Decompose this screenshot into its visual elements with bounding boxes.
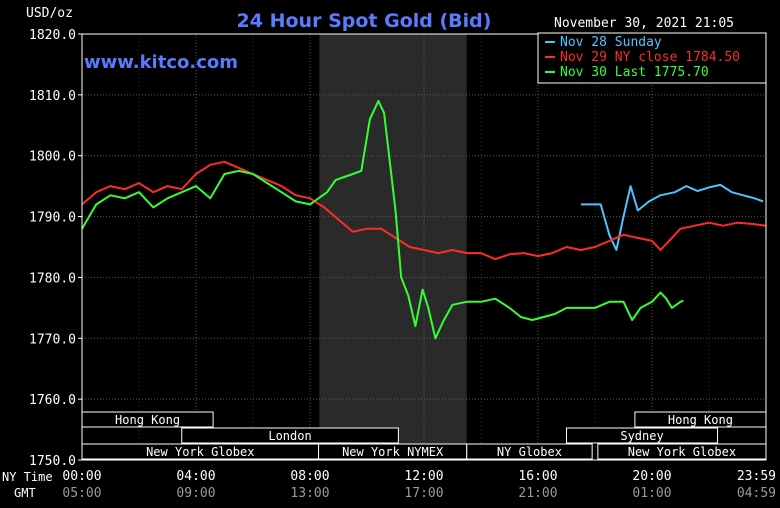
session-box-3 bbox=[566, 427, 719, 444]
y-tick-label-5: 1770.0 bbox=[29, 332, 76, 347]
session-box-2 bbox=[181, 427, 399, 444]
y-tick-label-0: 1820.0 bbox=[29, 28, 76, 43]
x-tick-ny-3: 12:00 bbox=[404, 469, 443, 484]
session-label-1: Hong Kong bbox=[668, 413, 733, 427]
series-group bbox=[81, 99, 766, 340]
x-tick-ny-0: 00:00 bbox=[62, 469, 101, 484]
y-tick-label-3: 1790.0 bbox=[29, 211, 76, 226]
session-5: New York NYMEX bbox=[318, 443, 468, 460]
session-label-3: Sydney bbox=[620, 429, 663, 443]
y-tick-label-4: 1780.0 bbox=[29, 271, 76, 286]
x-tick-ny-4: 16:00 bbox=[518, 469, 557, 484]
session-label-6: NY Globex bbox=[497, 445, 562, 459]
y-tick-label-2: 1800.0 bbox=[29, 150, 76, 165]
legend-entry-0: Nov 28 Sunday bbox=[560, 35, 662, 50]
x-tick-gmt-0: 05:00 bbox=[62, 486, 101, 501]
series-line-1 bbox=[81, 160, 766, 261]
legend-box bbox=[537, 32, 767, 84]
x-tick-gmt-3: 17:00 bbox=[404, 486, 443, 501]
gmt-label: GMT bbox=[14, 486, 36, 500]
watermark: www.kitco.com bbox=[84, 52, 238, 73]
session-bars: Hong Kong Hong Kong London Sydney New York G… bbox=[81, 411, 767, 460]
x-tick-gmt-2: 13:00 bbox=[290, 486, 329, 501]
x-tick-ny-1: 04:00 bbox=[176, 469, 215, 484]
x-tick-gmt-6: 04:59 bbox=[737, 486, 776, 501]
axes: 1820.0 1810.0 1800.0 1790.0 1780.0 1770.0 1760… bbox=[29, 28, 776, 501]
session-label-0: Hong Kong bbox=[115, 413, 180, 427]
series-line-2 bbox=[81, 99, 684, 340]
session-2: London bbox=[181, 427, 399, 444]
x-tick-gmt-5: 01:00 bbox=[632, 486, 671, 501]
x-tick-gmt-1: 09:00 bbox=[176, 486, 215, 501]
session-box-6 bbox=[466, 443, 593, 460]
legend-entry-2: Nov 30 Last 1775.70 bbox=[560, 65, 709, 80]
session-4: New York Globex bbox=[81, 443, 320, 460]
timestamp: November 30, 2021 21:05 bbox=[554, 16, 734, 31]
nymex-hours-band bbox=[319, 34, 467, 460]
session-0: Hong Kong bbox=[81, 411, 214, 428]
x-tick-ny-5: 20:00 bbox=[632, 469, 671, 484]
ny-time-label: NY Time bbox=[2, 470, 53, 484]
session-label-4: New York Globex bbox=[146, 445, 254, 459]
session-label-2: London bbox=[268, 429, 311, 443]
x-tick-ny-2: 08:00 bbox=[290, 469, 329, 484]
x-tick-ny-6: 23:59 bbox=[737, 469, 776, 484]
session-3: Sydney bbox=[566, 427, 719, 444]
session-label-5: New York NYMEX bbox=[342, 445, 444, 459]
series-line-0 bbox=[580, 183, 764, 251]
y-tick-label-7: 1750.0 bbox=[29, 454, 76, 469]
nymex-band-rect bbox=[319, 34, 467, 460]
y-tick-label-6: 1760.0 bbox=[29, 393, 76, 408]
session-6: NY Globex bbox=[466, 443, 593, 460]
legend-entry-1: Nov 29 NY close 1784.50 bbox=[560, 50, 740, 65]
y-axis-unit: USD/oz bbox=[26, 6, 73, 21]
x-tick-gmt-4: 21:00 bbox=[518, 486, 557, 501]
session-7: New York Globex bbox=[597, 443, 767, 460]
plot-frame bbox=[81, 33, 767, 461]
chart-title: 24 Hour Spot Gold (Bid) bbox=[237, 10, 492, 32]
y-tick-label-1: 1810.0 bbox=[29, 89, 76, 104]
session-label-7: New York Globex bbox=[628, 445, 736, 459]
session-1: Hong Kong bbox=[634, 411, 767, 428]
